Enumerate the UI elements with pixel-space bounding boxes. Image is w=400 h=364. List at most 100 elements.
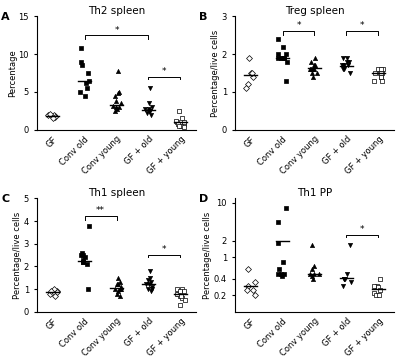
Point [378, 66, 384, 72]
Point [283, 51, 289, 57]
Point [307, 271, 314, 277]
Point [371, 283, 378, 289]
Point [117, 100, 124, 106]
Point [176, 302, 183, 308]
Point [114, 282, 120, 288]
Point [380, 66, 386, 72]
Point [309, 70, 316, 76]
Point [52, 114, 58, 120]
Point [48, 288, 54, 294]
Point [143, 282, 149, 288]
Point [146, 282, 152, 288]
Point [117, 293, 124, 299]
Point [378, 74, 384, 80]
Point [316, 271, 322, 277]
Point [146, 100, 152, 106]
Point [118, 286, 124, 292]
Point [348, 279, 354, 285]
Point [78, 59, 84, 64]
Point [146, 106, 153, 111]
Point [345, 63, 351, 68]
Text: *: * [360, 20, 365, 29]
Point [80, 259, 87, 265]
Point [250, 74, 256, 80]
Point [49, 115, 56, 120]
Point [245, 266, 252, 272]
Point [114, 68, 121, 74]
Title: Th2 spleen: Th2 spleen [88, 5, 145, 16]
Point [308, 59, 314, 64]
Point [310, 66, 317, 72]
Point [275, 36, 281, 42]
Point [341, 63, 348, 68]
Text: *: * [296, 20, 301, 29]
Point [280, 260, 286, 265]
Point [110, 103, 116, 108]
Point [340, 66, 346, 72]
Point [84, 85, 90, 91]
Point [283, 78, 289, 83]
Point [145, 286, 152, 292]
Point [312, 63, 318, 68]
Point [82, 93, 88, 99]
Point [346, 70, 353, 76]
Point [314, 70, 320, 76]
Point [375, 284, 381, 290]
Point [281, 55, 287, 61]
Point [342, 276, 348, 282]
Point [245, 55, 252, 61]
Point [113, 98, 119, 104]
Point [181, 288, 187, 294]
Point [372, 70, 378, 76]
Point [311, 263, 317, 269]
Point [309, 74, 316, 80]
Point [141, 106, 148, 111]
Point [52, 113, 58, 119]
Point [275, 266, 282, 272]
Point [112, 286, 118, 292]
Point [373, 292, 379, 298]
Point [312, 55, 319, 61]
Point [281, 55, 287, 61]
Y-axis label: Percentage: Percentage [8, 49, 17, 97]
Point [378, 74, 384, 80]
Point [308, 242, 315, 248]
Point [118, 284, 124, 290]
Point [345, 59, 352, 64]
Point [115, 91, 121, 96]
Point [77, 45, 84, 51]
Point [379, 78, 385, 83]
Point [113, 104, 119, 110]
Point [115, 288, 122, 294]
Text: B: B [199, 12, 208, 22]
Point [115, 275, 121, 281]
Title: Th1 PP: Th1 PP [297, 187, 332, 198]
Point [112, 108, 118, 114]
Point [111, 93, 118, 99]
Point [377, 70, 384, 76]
Text: **: ** [96, 206, 105, 215]
Point [280, 55, 286, 61]
Point [340, 55, 346, 61]
Point [84, 70, 91, 76]
Point [116, 286, 123, 292]
Title: Th1 spleen: Th1 spleen [88, 187, 145, 198]
Point [275, 219, 282, 225]
Point [309, 266, 316, 272]
Point [47, 111, 53, 117]
Point [86, 223, 92, 229]
Point [175, 108, 182, 114]
Point [79, 250, 85, 256]
Point [379, 70, 385, 76]
Point [278, 55, 284, 61]
Point [279, 273, 285, 279]
Point [376, 292, 382, 298]
Point [371, 78, 378, 83]
Point [86, 78, 92, 83]
Point [173, 118, 179, 123]
Point [377, 287, 383, 293]
Point [275, 271, 281, 277]
Point [310, 63, 317, 68]
Point [54, 288, 60, 294]
Y-axis label: Percentage/live cells: Percentage/live cells [211, 29, 220, 116]
